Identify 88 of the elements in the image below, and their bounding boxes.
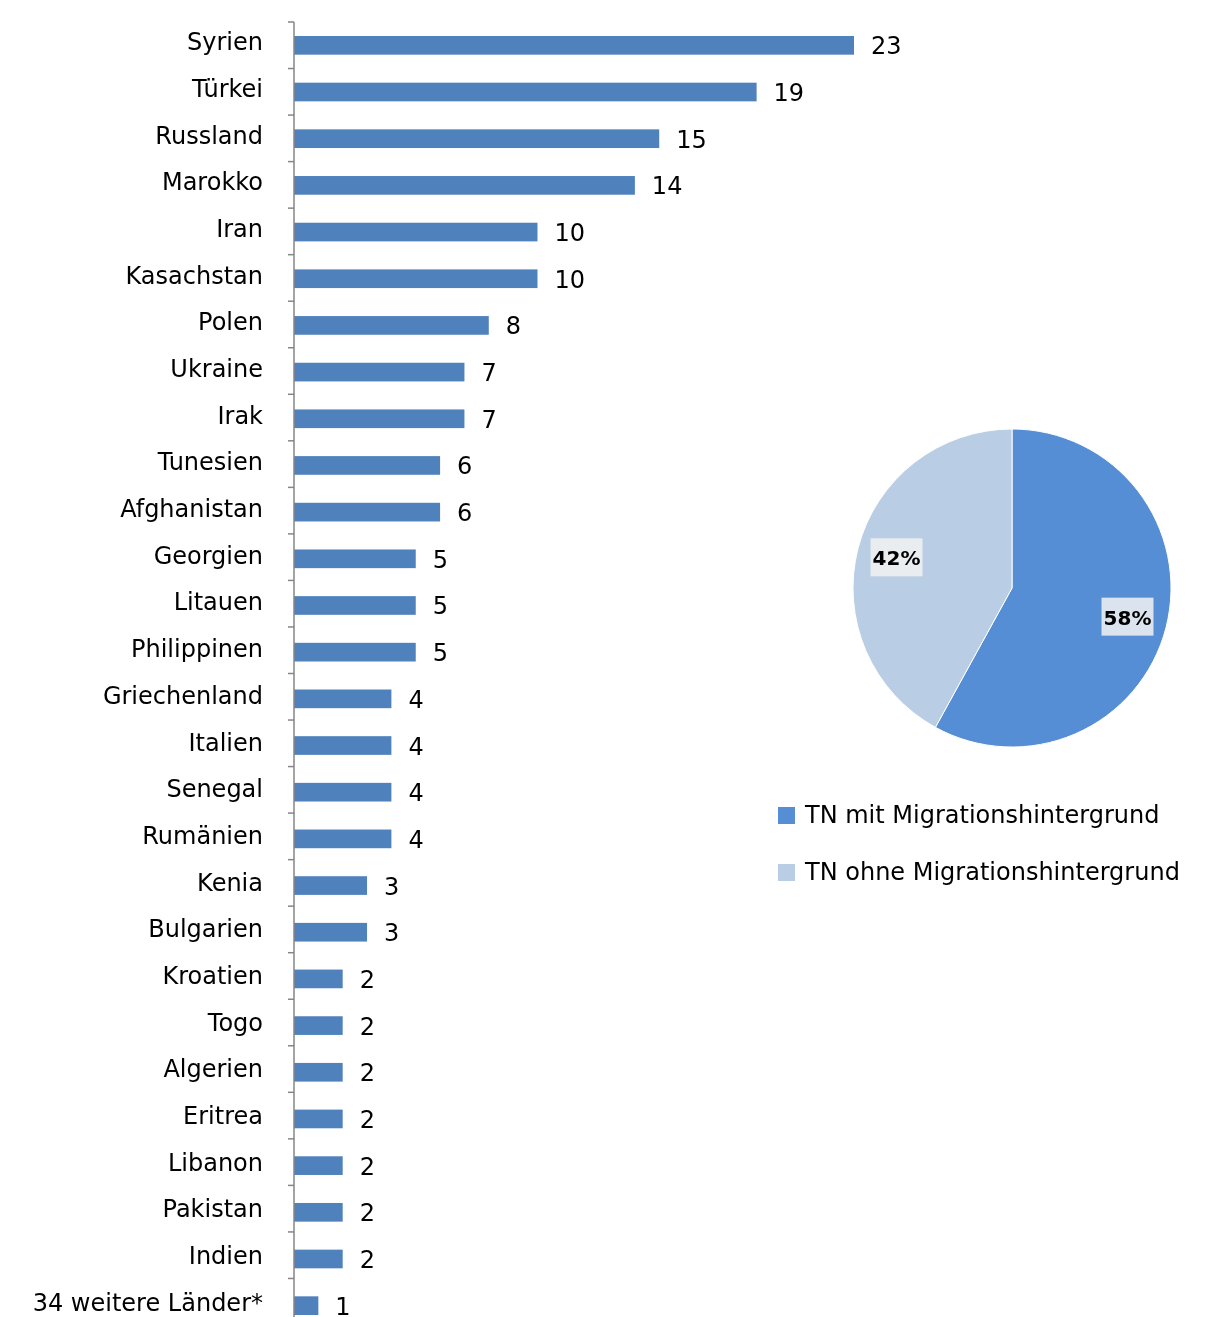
data-label: 15 [676,125,707,154]
bar [294,876,368,895]
data-label: 5 [432,639,449,668]
bar [294,1202,343,1222]
y-tick-label: Afghanistan [120,495,263,524]
data-label: 3 [384,919,400,948]
bar [294,222,538,242]
legend-label: TN ohne Migrationshintergrund [804,858,1180,886]
y-tick-label: 34 weitere Länder* [32,1288,263,1317]
data-label: 4 [408,779,424,808]
bar [294,502,441,522]
data-label: 2 [359,1105,375,1134]
y-tick-label: Eritrea [183,1101,263,1130]
bar [294,736,392,755]
data-label: 2 [359,1199,375,1228]
y-tick-label: Ukraine [170,355,263,384]
y-tick-label: Russland [155,121,263,150]
data-label: 5 [432,592,449,621]
data-label: 3 [384,872,400,901]
data-label: 58% [1103,605,1152,630]
bar [294,1016,343,1035]
y-tick-label: Georgien [153,541,263,570]
y-tick-label: Indien [188,1241,263,1270]
data-label: 2 [359,1152,375,1181]
data-label: 4 [408,732,424,761]
y-tick-label: Irak [217,401,264,430]
y-tick-label: Kenia [197,868,263,897]
y-tick-label: Marokko [161,168,263,197]
data-label: 6 [457,452,473,481]
y-tick-label: Polen [198,308,263,337]
y-tick-label: Libanon [167,1148,263,1177]
bar [294,1109,343,1129]
y-tick-label: Italien [188,728,263,757]
data-label: 7 [481,405,497,434]
y-tick-label: Iran [216,215,263,244]
data-label: 2 [359,1059,375,1088]
bar [294,1062,343,1082]
bar [294,456,441,475]
data-label: 4 [408,685,424,714]
y-tick-label: Algerien [163,1055,263,1084]
data-label: 2 [359,965,375,994]
y-tick-label: Türkei [191,75,263,104]
y-tick-label: Syrien [187,28,263,57]
data-label: 6 [457,499,473,528]
bar [294,129,660,149]
legend-label: TN mit Migrationshintergrund [804,801,1160,829]
bar [294,782,392,802]
bar [294,82,757,102]
bar [294,362,465,382]
y-tick-label: Togo [206,1008,263,1037]
bar [294,922,368,942]
y-tick-label: Rumänien [142,821,263,850]
data-label: 42% [872,546,921,571]
y-tick-label: Philippinen [130,635,263,664]
bar [294,409,465,429]
data-label: 7 [481,359,497,388]
y-tick-label: Litauen [173,588,263,617]
bar [294,549,416,569]
bar [294,176,635,195]
y-tick-label: Senegal [166,775,263,804]
bar [294,1296,319,1315]
y-tick-label: Kroatien [162,961,263,990]
bar [294,969,343,989]
y-tick-label: Kasachstan [125,261,263,290]
y-tick-label: Tunesien [156,448,263,477]
y-tick-label: Griechenland [102,681,263,710]
bar [294,1156,343,1175]
data-label: 10 [554,265,586,294]
data-label: 10 [554,219,586,248]
data-label: 2 [359,1012,375,1041]
bar [294,689,392,709]
data-label: 19 [773,79,805,108]
bar [294,269,538,289]
bar [294,596,416,615]
data-label: 14 [651,172,683,201]
bar [294,316,489,335]
data-label: 1 [335,1292,351,1317]
bar [294,642,416,662]
bar [294,36,854,55]
data-label: 4 [408,825,424,854]
y-tick-label: Pakistan [162,1195,263,1224]
bar [294,1249,343,1269]
data-label: 8 [505,312,522,341]
y-tick-label: Bulgarien [148,915,263,944]
bar [294,829,392,849]
data-label: 23 [871,32,902,61]
data-label: 2 [359,1245,375,1274]
data-label: 5 [432,545,449,574]
